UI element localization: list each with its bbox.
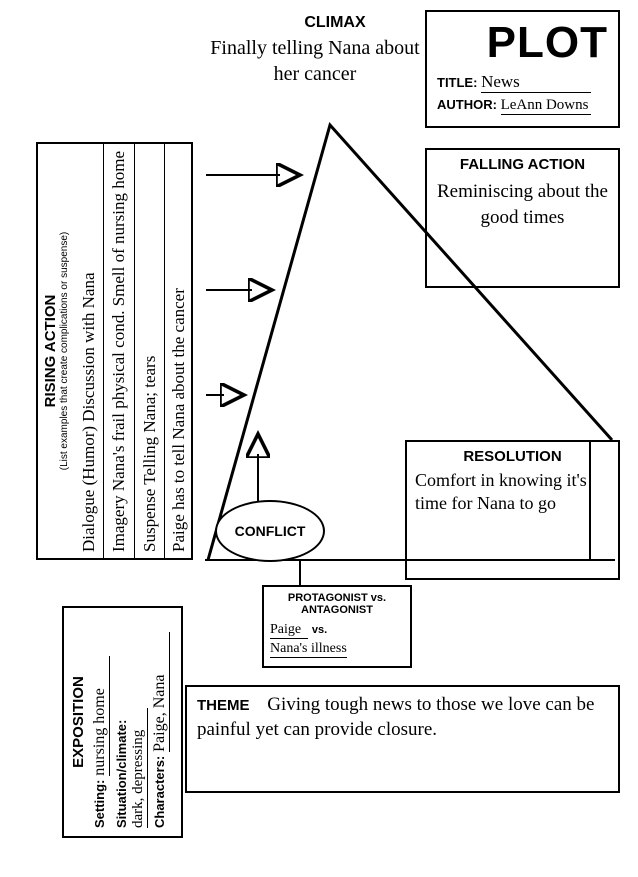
situation-label: Situation/climate: — [114, 720, 129, 828]
climax-text: Finally telling Nana about her cancer — [205, 35, 425, 87]
rising-conflict-text: Paige has to tell Nana about the cancer — [165, 144, 191, 558]
theme-box: THEME Giving tough news to those we love… — [185, 685, 620, 793]
resolution-box: RESOLUTION Comfort in knowing it's time … — [405, 440, 620, 580]
title-value: News — [481, 72, 591, 93]
rising-action-sub: (List examples that create complications… — [59, 144, 74, 558]
rising-action-label: RISING ACTION — [38, 144, 59, 558]
protagonist-value: Paige — [270, 622, 308, 639]
falling-action-label: FALLING ACTION — [435, 156, 610, 173]
plot-title-box: PLOT TITLE: News AUTHOR: LeAnn Downs — [425, 10, 620, 128]
conflict-label: CONFLICT — [215, 500, 325, 562]
author-value: LeAnn Downs — [501, 97, 591, 115]
plot-label: PLOT — [437, 18, 608, 68]
antagonist-value: Nana's illness — [270, 641, 347, 658]
author-row: AUTHOR: LeAnn Downs — [437, 97, 608, 115]
title-label: TITLE: — [437, 75, 477, 90]
exposition-wrap: EXPOSITION Setting: nursing home Situati… — [62, 606, 183, 838]
falling-action-text: Reminiscing about the good times — [435, 179, 610, 230]
protagonist-box: PROTAGONIST vs. ANTAGONIST Paige vs. Nan… — [262, 585, 412, 668]
characters-line: Characters: Paige, Nana — [151, 616, 170, 828]
title-row: TITLE: News — [437, 72, 608, 93]
vs-label: vs. — [312, 624, 327, 636]
rising-action-wrap: RISING ACTION (List examples that create… — [36, 142, 204, 560]
setting-label: Setting: — [92, 780, 107, 828]
protagonist-label: PROTAGONIST vs. ANTAGONIST — [270, 592, 404, 616]
resolution-label: RESOLUTION — [415, 448, 610, 465]
situation-line: Situation/climate: dark, depressing — [113, 616, 148, 828]
protagonist-line: Paige vs. Nana's illness — [270, 620, 404, 658]
resolution-text: Comfort in knowing it's time for Nana to… — [415, 469, 610, 516]
rising-row-1: Dialogue (Humor) Discussion with Nana — [74, 144, 104, 558]
situation-value: dark, depressing — [130, 708, 148, 828]
setting-value: nursing home — [91, 656, 110, 776]
falling-action-box: FALLING ACTION Reminiscing about the goo… — [425, 148, 620, 288]
rising-row-3: Suspense Telling Nana; tears — [135, 144, 165, 558]
climax-label: CLIMAX — [260, 14, 410, 32]
exposition-label: EXPOSITION — [70, 616, 87, 828]
characters-value: Paige, Nana — [151, 632, 170, 752]
theme-label: THEME — [197, 697, 250, 714]
rising-action-box: RISING ACTION (List examples that create… — [36, 142, 193, 560]
exposition-box: EXPOSITION Setting: nursing home Situati… — [62, 606, 183, 838]
characters-label: Characters: — [152, 756, 167, 828]
author-label: AUTHOR: — [437, 97, 497, 112]
setting-line: Setting: nursing home — [91, 616, 110, 828]
rising-row-2: Imagery Nana's frail physical cond. Smel… — [104, 144, 134, 558]
